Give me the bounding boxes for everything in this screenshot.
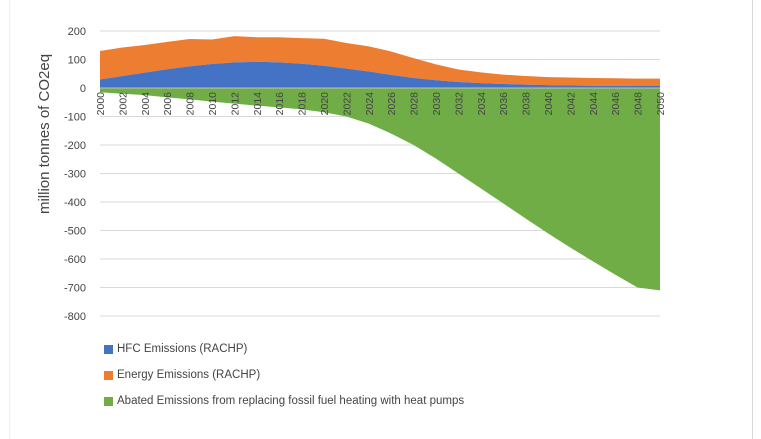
x-tick-label-24: 2048 (633, 92, 645, 116)
y-tick-label-8: -600 (64, 254, 86, 266)
y-axis-ticks: 200 100 0 -100 -200 -300 -400 -500 -600 -700 -800 (64, 26, 86, 323)
legend-swatch-abated (104, 396, 113, 406)
x-tick-label-12: 2024 (364, 92, 376, 116)
x-tick-label-4: 2008 (185, 92, 197, 116)
legend-swatch-energy (104, 370, 113, 380)
legend: HFC Emissions (RACHP) Energy Emissions (… (104, 340, 464, 418)
x-tick-label-22: 2044 (588, 92, 600, 116)
y-tick-label-7: -500 (64, 226, 86, 238)
y-tick-label-6: -400 (64, 197, 86, 209)
legend-label-hfc: HFC Emissions (RACHP) (117, 343, 248, 355)
x-tick-label-11: 2022 (341, 92, 353, 116)
area-abated-emissions (100, 88, 660, 291)
y-tick-label-3: -100 (64, 112, 86, 124)
y-tick-label-9: -700 (64, 283, 86, 295)
x-tick-label-7: 2014 (252, 92, 264, 116)
x-tick-label-21: 2042 (565, 92, 577, 116)
x-tick-label-13: 2026 (386, 92, 398, 116)
y-tick-label-4: -200 (64, 140, 86, 152)
x-tick-label-2: 2004 (140, 92, 152, 116)
y-tick-label-1: 100 (68, 55, 86, 67)
x-axis-ticks: 2000 2002 2004 2006 2008 2010 2012 2014 2016 2018… (95, 92, 667, 116)
x-tick-label-1: 2002 (117, 92, 129, 116)
y-tick-label-5: -300 (64, 169, 86, 181)
x-tick-label-3: 2006 (162, 92, 174, 116)
right-border-line (752, 0, 753, 439)
x-tick-label-18: 2036 (498, 92, 510, 116)
legend-item-abated: Abated Emissions from replacing fossil f… (104, 392, 464, 410)
x-tick-label-17: 2034 (476, 92, 488, 116)
x-tick-label-10: 2020 (319, 92, 331, 116)
legend-item-energy: Energy Emissions (RACHP) (104, 366, 464, 384)
x-tick-label-20: 2040 (543, 92, 555, 116)
left-border-line (9, 0, 10, 439)
x-tick-label-9: 2018 (297, 92, 309, 116)
area-hfc-emissions (100, 61, 660, 88)
y-tick-label-10: -800 (64, 311, 86, 323)
x-tick-label-5: 2010 (207, 92, 219, 116)
x-tick-label-8: 2016 (274, 92, 286, 116)
legend-item-hfc: HFC Emissions (RACHP) (104, 340, 464, 358)
x-tick-label-0: 2000 (95, 92, 107, 116)
legend-swatch-hfc (104, 344, 113, 354)
y-tick-label-0: 200 (68, 26, 86, 38)
area-energy-emissions (100, 36, 660, 86)
y-axis-label: million tonnes of CO2eq (36, 54, 53, 214)
x-tick-label-6: 2012 (229, 92, 241, 116)
x-tick-label-15: 2030 (431, 92, 443, 116)
y-tick-label-2: 0 (80, 83, 86, 95)
legend-label-energy: Energy Emissions (RACHP) (117, 369, 261, 381)
x-tick-label-23: 2046 (610, 92, 622, 116)
x-tick-label-16: 2032 (453, 92, 465, 116)
legend-label-abated: Abated Emissions from replacing fossil f… (117, 395, 465, 407)
x-tick-label-19: 2038 (521, 92, 533, 116)
x-tick-label-25: 2050 (655, 92, 667, 116)
x-tick-label-14: 2028 (409, 92, 421, 116)
stacked-areas (100, 36, 660, 291)
